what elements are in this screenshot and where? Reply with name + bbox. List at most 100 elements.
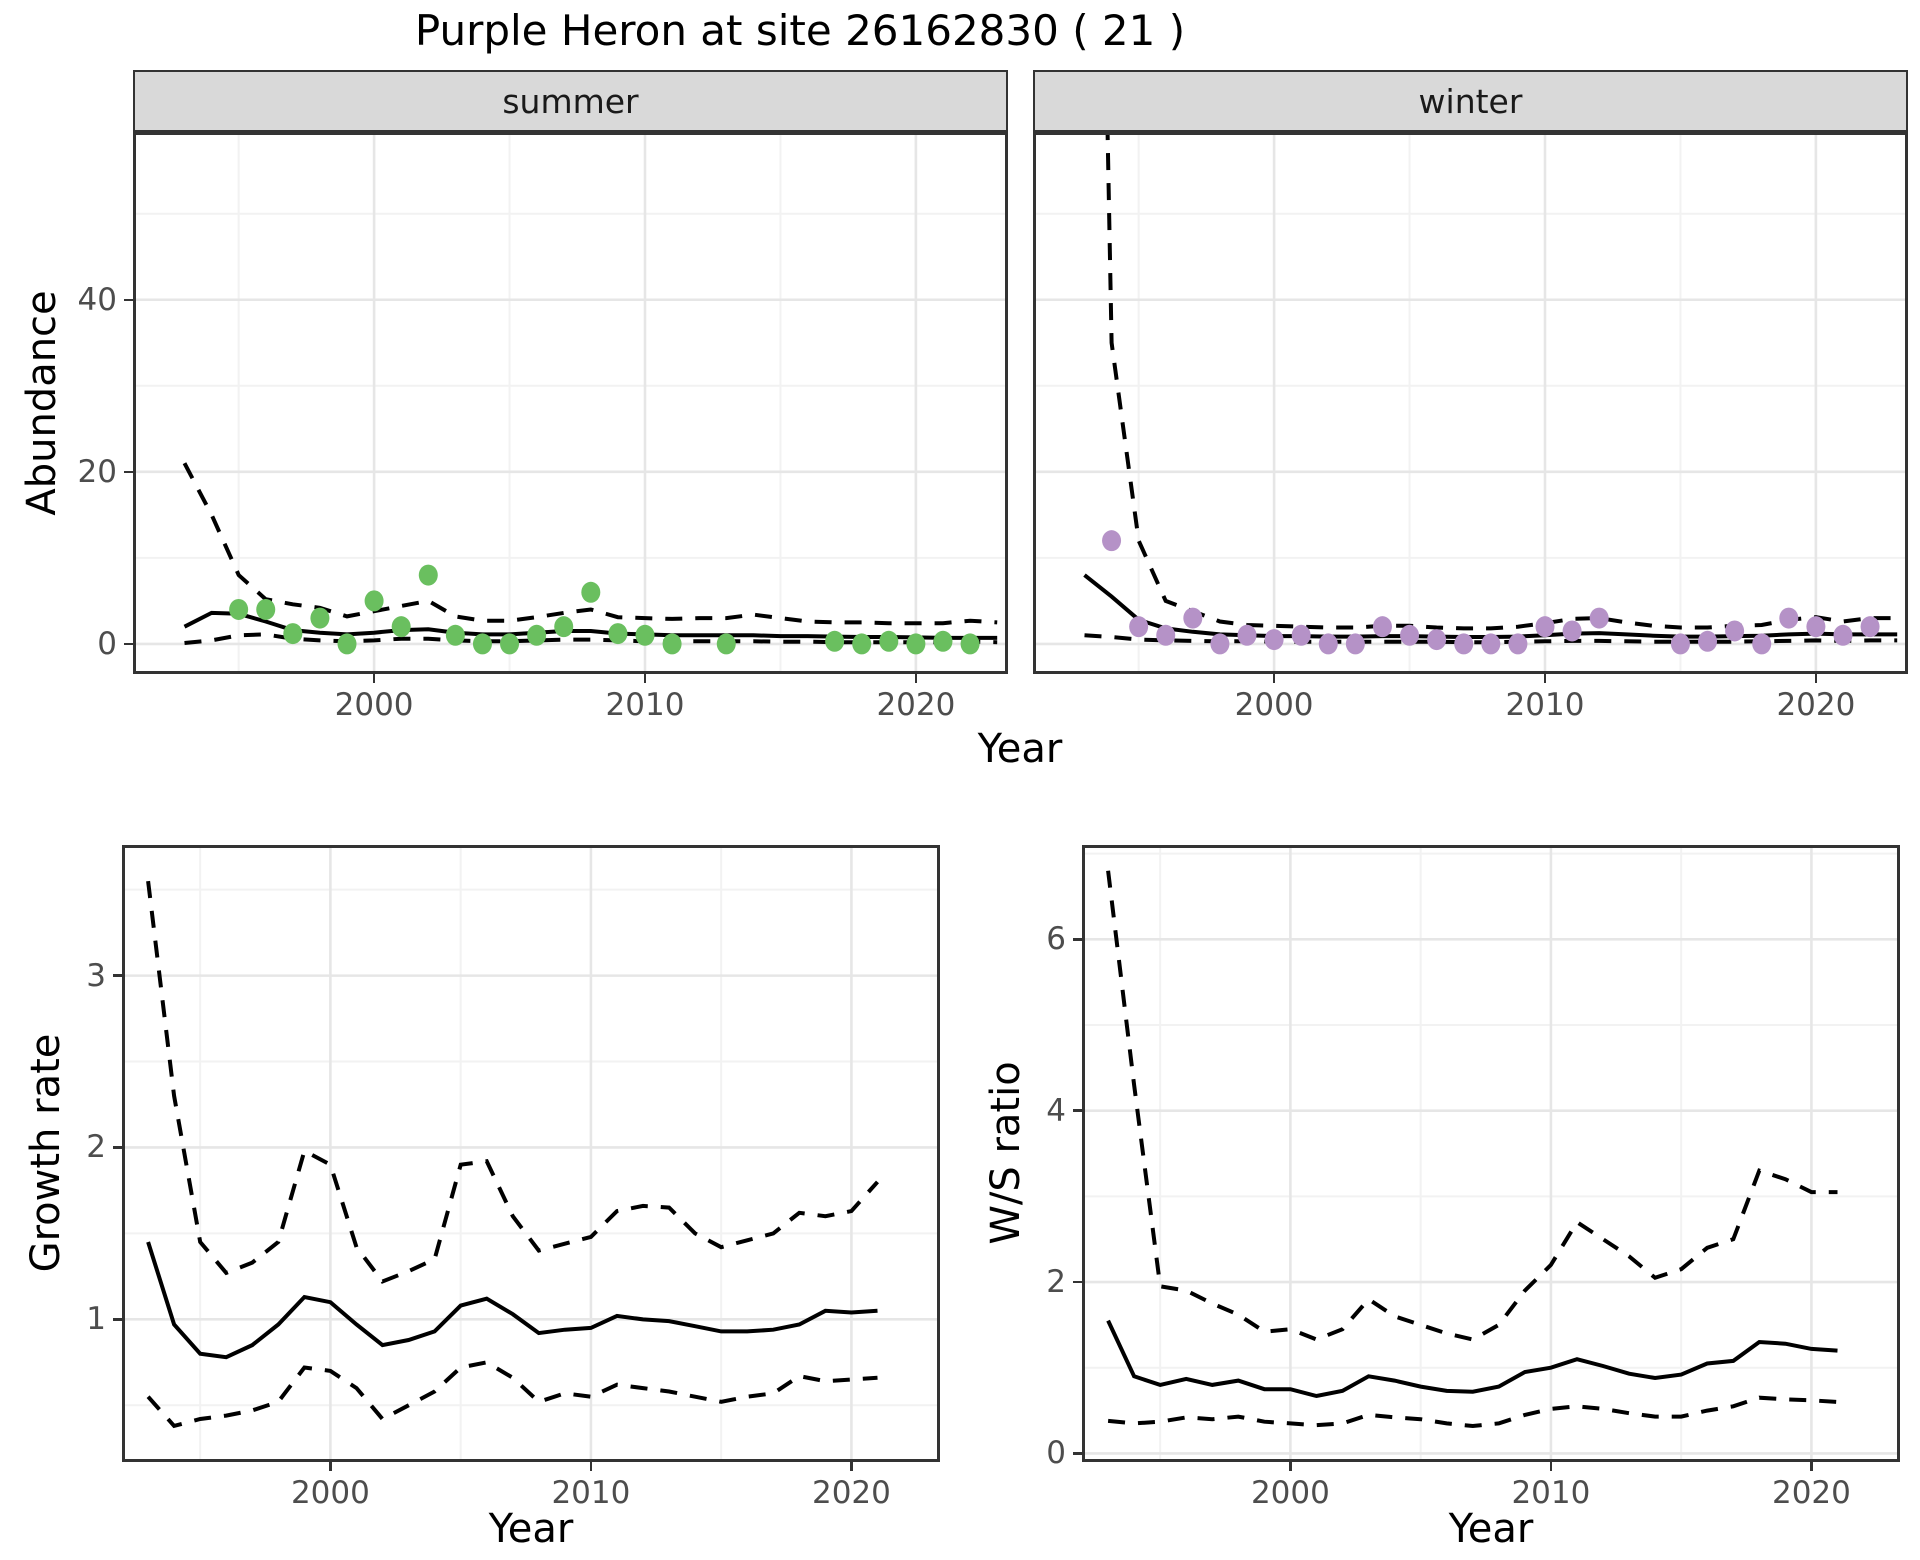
x-tick-mark (643, 674, 647, 683)
data-point (554, 616, 574, 638)
y-tick-mark (1073, 938, 1082, 941)
y-tick-mark (1073, 1452, 1082, 1455)
data-point (229, 598, 249, 620)
data-point (1725, 620, 1745, 642)
data-point (1183, 607, 1203, 629)
x-tick-label: 2020 (876, 687, 956, 723)
y-axis-title-ws-ratio: W/S ratio (983, 1061, 1029, 1245)
data-point (1535, 616, 1555, 638)
data-point (1670, 633, 1690, 655)
data-point (418, 564, 438, 586)
data-point (906, 633, 926, 655)
data-point (1156, 624, 1176, 646)
x-tick-label: 2010 (1511, 1475, 1591, 1511)
data-point (1481, 633, 1501, 655)
data-point (1400, 624, 1420, 646)
panel-growth-rate (122, 845, 940, 1462)
series-fit (146, 1241, 878, 1360)
data-point (1291, 624, 1311, 646)
x-tick-label: 2000 (1234, 687, 1314, 723)
data-point (1129, 616, 1149, 638)
x-tick-mark (1810, 1462, 1813, 1471)
data-point (1589, 607, 1609, 629)
x-tick-label: 2010 (551, 1475, 631, 1511)
series-lower-ci (146, 1360, 878, 1429)
data-point (1372, 616, 1392, 638)
data-point (1264, 629, 1284, 651)
data-point (1860, 616, 1880, 638)
y-tick-label: 20 (77, 453, 117, 490)
ws-ratio-chart (1082, 845, 1900, 1462)
data-point (1752, 633, 1772, 655)
data-point (635, 624, 655, 646)
data-point (527, 624, 547, 646)
data-point (1508, 633, 1528, 655)
x-tick-label: 2000 (334, 687, 414, 723)
y-tick-mark (124, 470, 133, 474)
y-tick-label: 2 (1046, 1264, 1066, 1301)
panel-border (1033, 132, 1908, 674)
y-axis-title-growth-rate: Growth rate (23, 1033, 69, 1273)
x-tick-mark (372, 674, 376, 683)
x-axis-title-year-growth: Year (488, 1506, 574, 1552)
y-tick-label: 0 (1046, 1435, 1066, 1472)
y-tick-label: 2 (86, 1129, 106, 1166)
data-point (1427, 629, 1447, 651)
panel-abundance-summer (133, 132, 1008, 674)
x-tick-label: 2010 (605, 687, 685, 723)
y-tick-label: 3 (86, 957, 106, 994)
facet-strip-summer: summer (133, 70, 1008, 132)
y-tick-mark (1073, 1109, 1082, 1112)
facet-strip-winter: winter (1033, 70, 1908, 132)
abundance-summer-chart (133, 132, 1008, 674)
data-point (500, 633, 520, 655)
series-upper-ci (1106, 870, 1838, 1342)
y-tick-label: 0 (97, 625, 117, 662)
data-point (391, 616, 411, 638)
x-tick-mark (1543, 674, 1547, 683)
data-point (933, 630, 953, 652)
x-tick-mark (1289, 1462, 1292, 1471)
data-point (472, 633, 492, 655)
panel-ws-ratio (1082, 845, 1900, 1462)
y-tick-label: 4 (1046, 1092, 1066, 1129)
y-tick-label: 1 (86, 1301, 106, 1338)
series-lower-ci (1107, 1395, 1838, 1429)
x-tick-label: 2020 (811, 1475, 891, 1511)
data-point (1318, 633, 1338, 655)
data-point (445, 624, 465, 646)
data-point (1345, 633, 1365, 655)
data-point (1698, 630, 1718, 652)
panel-abundance-winter (1033, 132, 1908, 674)
data-point (364, 590, 384, 612)
growth-rate-chart (122, 845, 940, 1462)
series-fit (1106, 1319, 1838, 1399)
data-point (1237, 624, 1257, 646)
facet-strip-winter-label: winter (1418, 81, 1523, 121)
y-tick-label: 6 (1046, 921, 1066, 958)
series-upper-ci (146, 880, 879, 1284)
data-point (960, 633, 980, 655)
y-tick-mark (1073, 1280, 1082, 1284)
y-tick-mark (113, 974, 122, 977)
data-point (825, 630, 845, 652)
data-point (256, 598, 276, 620)
x-tick-label: 2020 (1776, 687, 1856, 723)
x-tick-mark (914, 674, 918, 683)
data-point (283, 623, 303, 645)
y-tick-label: 40 (77, 281, 117, 318)
x-tick-label: 2010 (1505, 687, 1585, 723)
x-tick-mark (589, 1462, 593, 1471)
data-point (1454, 633, 1474, 655)
series-upper-ci (1105, 132, 1898, 631)
abundance-winter-chart (1033, 132, 1908, 674)
data-point (1562, 620, 1582, 642)
panel-border (1082, 845, 1900, 1462)
data-point (337, 633, 357, 655)
data-point (716, 633, 736, 655)
data-point (662, 633, 682, 655)
data-point (608, 623, 628, 645)
y-tick-mark (124, 642, 133, 646)
x-tick-mark (1272, 674, 1276, 683)
